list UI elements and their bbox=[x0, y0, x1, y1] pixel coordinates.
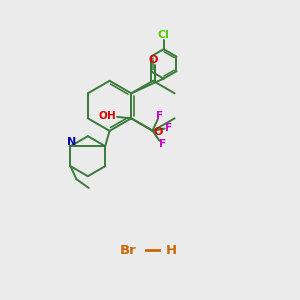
Text: O: O bbox=[154, 127, 163, 137]
Text: F: F bbox=[156, 110, 163, 121]
Text: F: F bbox=[158, 140, 166, 149]
Text: F: F bbox=[165, 123, 172, 133]
Text: O: O bbox=[98, 111, 107, 121]
Text: Br: Br bbox=[120, 244, 137, 256]
Text: O: O bbox=[148, 55, 158, 65]
Text: Cl: Cl bbox=[158, 30, 170, 40]
Text: H: H bbox=[165, 244, 176, 256]
Text: N: N bbox=[67, 137, 76, 147]
Text: H: H bbox=[107, 111, 116, 121]
